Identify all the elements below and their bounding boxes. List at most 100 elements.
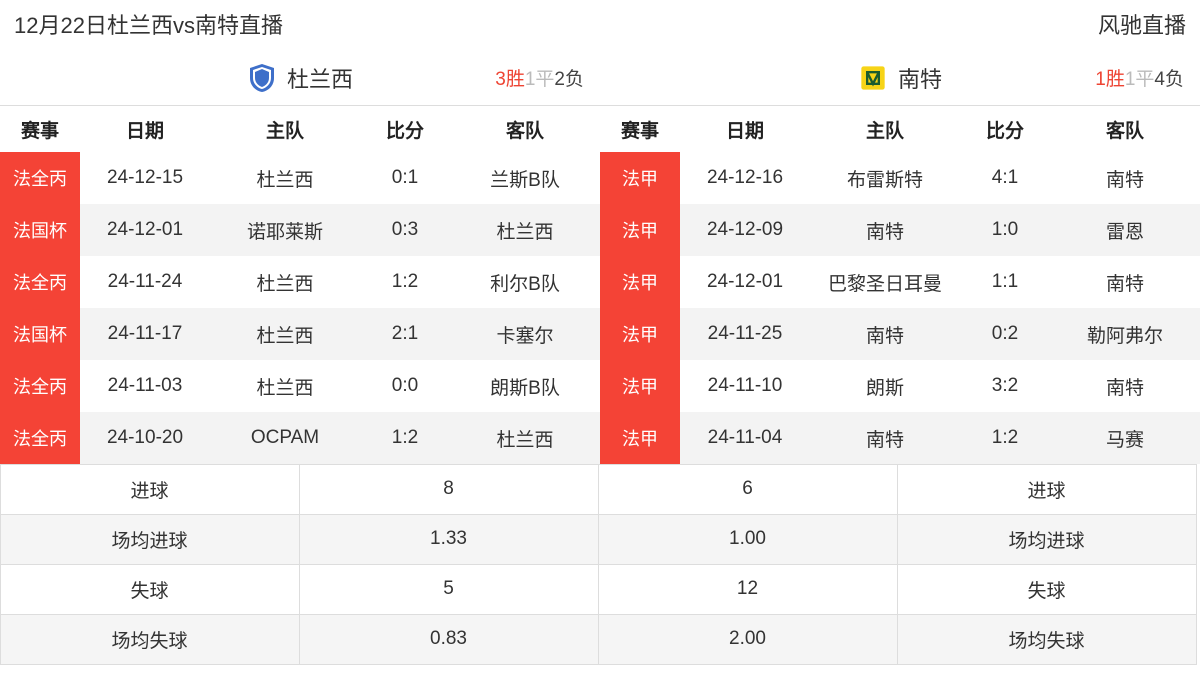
table-row[interactable]: 法全丙24-11-03杜兰西0:0朗斯B队: [0, 360, 600, 412]
cell-home: 南特: [810, 217, 960, 244]
col-away: 客队: [450, 116, 600, 143]
cell-score: 1:2: [360, 427, 450, 449]
table-row[interactable]: 法全丙24-11-24杜兰西1:2利尔B队: [0, 256, 600, 308]
cell-comp: 法全丙: [0, 152, 80, 204]
table-row[interactable]: 法甲24-12-09南特1:0雷恩: [600, 204, 1200, 256]
table-row[interactable]: 法甲24-12-01巴黎圣日耳曼1:1南特: [600, 256, 1200, 308]
label-goals-left: 进球: [0, 464, 300, 515]
summary-table: 进球 8 6 进球 场均进球 1.33 1.00 场均进球 失球 5 12 失球…: [0, 464, 1200, 664]
wdl-left: 3胜1平2负: [495, 64, 584, 91]
cell-home: 巴黎圣日耳曼: [810, 269, 960, 296]
cell-score: 2:1: [360, 323, 450, 345]
cell-comp: 法甲: [600, 412, 680, 464]
cell-away: 卡塞尔: [450, 321, 600, 348]
value-avggoals-left: 1.33: [299, 514, 599, 565]
table-row[interactable]: 法国杯24-11-17杜兰西2:1卡塞尔: [0, 308, 600, 360]
draws: 1平: [525, 69, 555, 90]
table-header-right: 赛事 日期 主队 比分 客队: [600, 106, 1200, 152]
cell-home: 南特: [810, 425, 960, 452]
cell-away: 南特: [1050, 165, 1200, 192]
cell-away: 南特: [1050, 269, 1200, 296]
cell-comp: 法甲: [600, 360, 680, 412]
cell-home: 杜兰西: [210, 373, 360, 400]
cell-score: 1:2: [360, 271, 450, 293]
table-row[interactable]: 法全丙24-12-15杜兰西0:1兰斯B队: [0, 152, 600, 204]
cell-score: 1:2: [960, 427, 1050, 449]
col-home: 主队: [810, 116, 960, 143]
cell-comp: 法甲: [600, 308, 680, 360]
cell-away: 兰斯B队: [450, 165, 600, 192]
cell-comp: 法甲: [600, 152, 680, 204]
rows-right: 法甲24-12-16布雷斯特4:1南特法甲24-12-09南特1:0雷恩法甲24…: [600, 152, 1200, 464]
table-row[interactable]: 法甲24-12-16布雷斯特4:1南特: [600, 152, 1200, 204]
right-panel: 南特 1胜1平4负 赛事 日期 主队 比分 客队 法甲24-12-16布雷斯特4…: [600, 50, 1200, 464]
rows-left: 法全丙24-12-15杜兰西0:1兰斯B队法国杯24-12-01诺耶莱斯0:3杜…: [0, 152, 600, 464]
cell-home: 朗斯: [810, 373, 960, 400]
cell-score: 1:1: [960, 271, 1050, 293]
col-date: 日期: [80, 116, 210, 143]
page-title: 12月22日杜兰西vs南特直播: [14, 8, 283, 40]
cell-home: 杜兰西: [210, 321, 360, 348]
table-row[interactable]: 法全丙24-10-20OCPAM1:2杜兰西: [0, 412, 600, 464]
label-conceded-right: 失球: [897, 564, 1197, 615]
cell-away: 杜兰西: [450, 425, 600, 452]
value-avgconceded-right: 2.00: [598, 614, 898, 665]
cell-comp: 法甲: [600, 204, 680, 256]
team-logo-left: [247, 63, 277, 93]
cell-away: 利尔B队: [450, 269, 600, 296]
value-conceded-right: 12: [598, 564, 898, 615]
cell-date: 24-12-09: [680, 219, 810, 241]
cell-date: 24-10-20: [80, 427, 210, 449]
cell-home: 布雷斯特: [810, 165, 960, 192]
label-avgconceded-left: 场均失球: [0, 614, 300, 665]
team-logo-right: [858, 63, 888, 93]
cell-score: 0:1: [360, 167, 450, 189]
cell-home: OCPAM: [210, 427, 360, 449]
summary-row-avg-goals: 场均进球 1.33 1.00 场均进球: [0, 514, 1200, 564]
cell-date: 24-12-01: [680, 271, 810, 293]
cell-away: 朗斯B队: [450, 373, 600, 400]
cell-away: 杜兰西: [450, 217, 600, 244]
label-avgconceded-right: 场均失球: [897, 614, 1197, 665]
col-comp: 赛事: [0, 116, 80, 143]
cell-date: 24-12-01: [80, 219, 210, 241]
cell-away: 马赛: [1050, 425, 1200, 452]
cell-comp: 法全丙: [0, 256, 80, 308]
cell-home: 诺耶莱斯: [210, 217, 360, 244]
cell-score: 0:3: [360, 219, 450, 241]
cell-home: 杜兰西: [210, 269, 360, 296]
table-row[interactable]: 法甲24-11-25南特0:2勒阿弗尔: [600, 308, 1200, 360]
cell-comp: 法全丙: [0, 360, 80, 412]
brand-name: 风驰直播: [1098, 8, 1186, 40]
value-conceded-left: 5: [299, 564, 599, 615]
cell-away: 雷恩: [1050, 217, 1200, 244]
cell-date: 24-11-25: [680, 323, 810, 345]
table-header-left: 赛事 日期 主队 比分 客队: [0, 106, 600, 152]
draws: 1平: [1125, 69, 1155, 90]
col-score: 比分: [360, 116, 450, 143]
team-header-left: 杜兰西 3胜1平2负: [0, 50, 600, 106]
col-date: 日期: [680, 116, 810, 143]
top-bar: 12月22日杜兰西vs南特直播 风驰直播: [0, 0, 1200, 50]
col-away: 客队: [1050, 116, 1200, 143]
cell-home: 杜兰西: [210, 165, 360, 192]
wins: 1胜: [1095, 69, 1125, 90]
cell-away: 勒阿弗尔: [1050, 321, 1200, 348]
cell-date: 24-11-03: [80, 375, 210, 397]
summary-row-conceded: 失球 5 12 失球: [0, 564, 1200, 614]
label-conceded-left: 失球: [0, 564, 300, 615]
cell-date: 24-11-24: [80, 271, 210, 293]
team-name-left: 杜兰西: [287, 62, 353, 94]
value-avggoals-right: 1.00: [598, 514, 898, 565]
col-score: 比分: [960, 116, 1050, 143]
cell-date: 24-11-10: [680, 375, 810, 397]
cell-comp: 法甲: [600, 256, 680, 308]
cell-score: 1:0: [960, 219, 1050, 241]
cell-comp: 法国杯: [0, 308, 80, 360]
losses: 2负: [554, 69, 584, 90]
cell-date: 24-12-15: [80, 167, 210, 189]
wdl-right: 1胜1平4负: [1095, 64, 1184, 91]
table-row[interactable]: 法国杯24-12-01诺耶莱斯0:3杜兰西: [0, 204, 600, 256]
table-row[interactable]: 法甲24-11-10朗斯3:2南特: [600, 360, 1200, 412]
table-row[interactable]: 法甲24-11-04南特1:2马赛: [600, 412, 1200, 464]
